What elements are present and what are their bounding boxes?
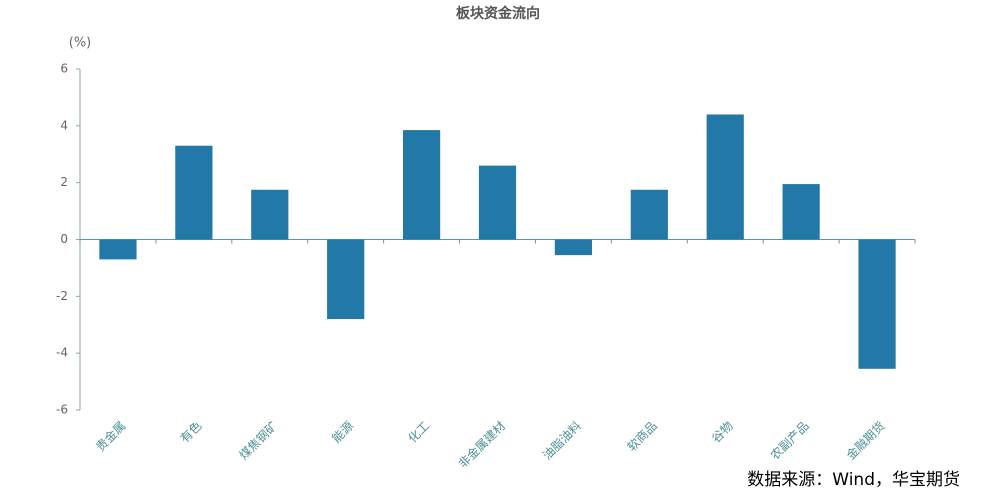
x-tick-label: 非金属建材 bbox=[455, 418, 508, 471]
bar bbox=[99, 239, 137, 260]
x-tick-label: 煤焦钢矿 bbox=[237, 419, 281, 463]
bar bbox=[251, 189, 289, 240]
x-tick-label: 有色 bbox=[178, 419, 205, 446]
x-tick-label: 金融期货 bbox=[843, 418, 888, 463]
x-tick-label: 谷物 bbox=[709, 419, 736, 446]
x-tick-label: 软商品 bbox=[624, 418, 660, 454]
y-tick-label: 6 bbox=[60, 62, 68, 76]
bar bbox=[478, 165, 517, 240]
y-axis-label: (%) bbox=[69, 36, 92, 51]
bar bbox=[327, 239, 365, 320]
bar bbox=[630, 189, 668, 240]
y-tick-label: 0 bbox=[60, 232, 68, 246]
bar bbox=[554, 239, 593, 256]
y-tick-label: -4 bbox=[56, 346, 68, 360]
chart-title: 板块资金流向 bbox=[456, 5, 540, 22]
y-tick-label: -6 bbox=[56, 403, 68, 417]
y-tick-label: 4 bbox=[60, 118, 68, 132]
bar bbox=[706, 114, 744, 240]
y-tick-label: 2 bbox=[60, 175, 68, 189]
x-tick-label: 农副产品 bbox=[768, 419, 812, 463]
x-tick-label: 化工 bbox=[405, 419, 432, 446]
bar bbox=[782, 184, 820, 240]
x-tick-label: 油脂油料 bbox=[539, 418, 584, 463]
x-tick-label: 贵金属 bbox=[92, 418, 128, 454]
bar bbox=[858, 239, 896, 369]
x-tick-label: 能源 bbox=[329, 419, 356, 446]
source-note: 数据来源：Wind，华宝期货 bbox=[747, 470, 960, 490]
bar bbox=[175, 145, 213, 240]
y-tick-label: -2 bbox=[56, 289, 68, 303]
bar bbox=[402, 130, 441, 240]
